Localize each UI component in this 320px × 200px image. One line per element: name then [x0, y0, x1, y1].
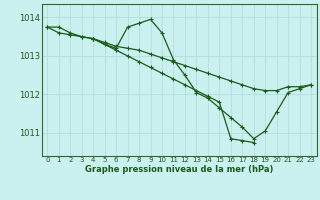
X-axis label: Graphe pression niveau de la mer (hPa): Graphe pression niveau de la mer (hPa)	[85, 165, 273, 174]
